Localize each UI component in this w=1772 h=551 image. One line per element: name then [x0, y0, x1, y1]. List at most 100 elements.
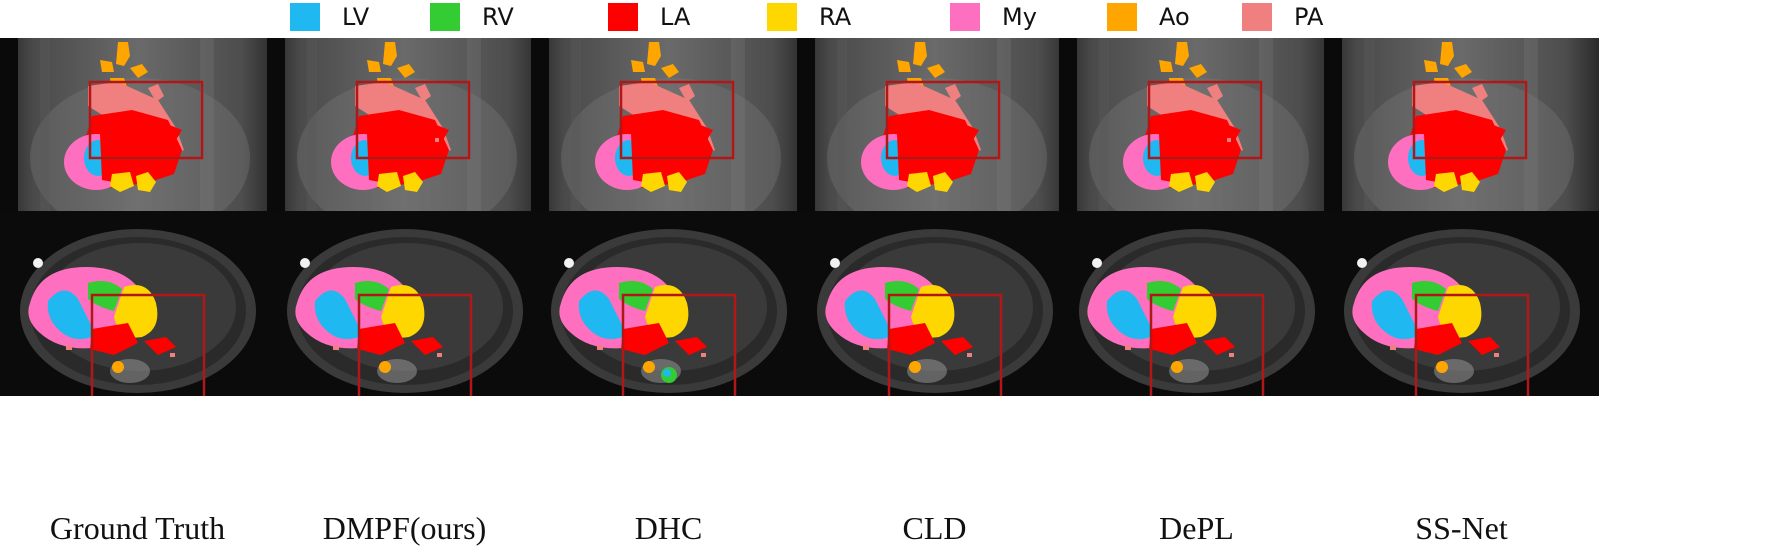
axial-slice-image	[267, 211, 542, 396]
axial-slice-image	[0, 211, 275, 396]
legend-swatch	[950, 3, 980, 31]
segment-ao	[367, 42, 415, 78]
segment-pa	[1494, 353, 1499, 357]
segment-ra	[1169, 172, 1215, 192]
panel-coronal-6	[1324, 38, 1599, 223]
segment-pa	[1227, 138, 1231, 142]
segment-pa	[1390, 345, 1396, 350]
segment-ao	[112, 361, 124, 373]
axial-slice-image	[531, 211, 806, 396]
highlight-box	[887, 293, 1003, 396]
segment-la	[675, 337, 707, 355]
segment-ao	[100, 42, 148, 78]
segment-ao	[1159, 42, 1207, 78]
highlight-box	[357, 293, 473, 396]
tissue-band	[1099, 38, 1109, 223]
segment-ra	[377, 172, 423, 192]
segment-lv	[1371, 290, 1420, 340]
tissue-band	[837, 38, 847, 223]
segment-pa	[1125, 345, 1131, 350]
legend-label: LA	[660, 3, 691, 31]
highlight-box	[621, 293, 737, 396]
legend-swatch	[767, 3, 797, 31]
segment-la	[663, 112, 713, 140]
legend-item-ra: RA	[767, 2, 851, 32]
coronal-slice-image	[1059, 38, 1334, 223]
column-label: CLD	[902, 510, 967, 546]
segment-lv	[844, 290, 893, 340]
segment-ao	[1436, 361, 1448, 373]
segment-pa	[863, 345, 869, 350]
segment-la	[1191, 112, 1241, 140]
tissue-band	[40, 38, 50, 223]
legend-item-ao: Ao	[1107, 2, 1190, 32]
segment-ra	[907, 172, 953, 192]
segment-pa	[701, 353, 706, 357]
segment-pa	[1472, 84, 1488, 102]
marker-dot	[33, 258, 43, 268]
highlight-box	[885, 80, 1001, 160]
dark-border	[1324, 38, 1342, 223]
panel-coronal-1	[0, 38, 275, 223]
segment-la	[1468, 337, 1500, 355]
segment-la	[90, 323, 138, 355]
panel-coronal-4	[797, 38, 1072, 223]
segment-ao	[1424, 42, 1472, 78]
legend-item-la: LA	[608, 2, 690, 32]
marker-dot	[1357, 258, 1367, 268]
highlight-box	[1147, 80, 1263, 160]
panel-coronal-3	[531, 38, 806, 223]
segment-la	[941, 337, 973, 355]
tissue-band	[200, 38, 214, 223]
legend-swatch	[1242, 3, 1272, 31]
tissue-band	[1259, 38, 1273, 223]
legend-label: My	[1002, 3, 1037, 31]
axial-slice-image	[797, 211, 1072, 396]
segment-ra	[110, 172, 156, 192]
segment-la	[357, 323, 405, 355]
legend-label: PA	[1294, 3, 1324, 31]
panel-axial-1	[0, 211, 275, 396]
coronal-slice-image	[267, 38, 542, 223]
axial-slice-image	[1324, 211, 1599, 396]
highlight-box	[1414, 293, 1530, 396]
panel-axial-4	[797, 211, 1072, 396]
segment-lv	[1106, 290, 1155, 340]
column-label: DHC	[634, 510, 703, 546]
segment-ao	[897, 42, 945, 78]
tissue-band	[997, 38, 1011, 223]
segment-pa	[170, 353, 175, 357]
segment-pa	[1207, 84, 1223, 102]
segment-pa	[66, 345, 72, 350]
segment-ra	[641, 172, 687, 192]
legend-label: LV	[342, 3, 370, 31]
dark-border	[0, 38, 18, 223]
segment-ra	[1434, 172, 1480, 192]
marker-dot	[830, 258, 840, 268]
highlight-box	[90, 293, 206, 396]
highlight-box	[88, 80, 204, 160]
segment-ao	[631, 42, 679, 78]
dark-border	[267, 38, 285, 223]
segment-la	[1456, 112, 1506, 140]
legend-item-rv: RV	[430, 2, 514, 32]
panel-axial-3	[531, 211, 806, 396]
axial-slice-image	[1059, 211, 1334, 396]
segment-pa	[1229, 353, 1234, 357]
legend-swatch	[1107, 3, 1137, 31]
marker-dot	[300, 258, 310, 268]
panel-axial-2	[267, 211, 542, 396]
column-label: DePL	[1159, 510, 1234, 546]
segment-la	[411, 337, 443, 355]
coronal-slice-image	[797, 38, 1072, 223]
column-label: Ground Truth	[49, 510, 226, 546]
segment-lv	[578, 290, 627, 340]
tissue-band	[307, 38, 317, 223]
segment-la	[621, 323, 669, 355]
panel-coronal-5	[1059, 38, 1334, 223]
legend-item-my: My	[950, 2, 1037, 32]
coronal-slice-image	[1324, 38, 1599, 223]
coronal-slice-image	[0, 38, 275, 223]
segment-la	[929, 112, 979, 140]
